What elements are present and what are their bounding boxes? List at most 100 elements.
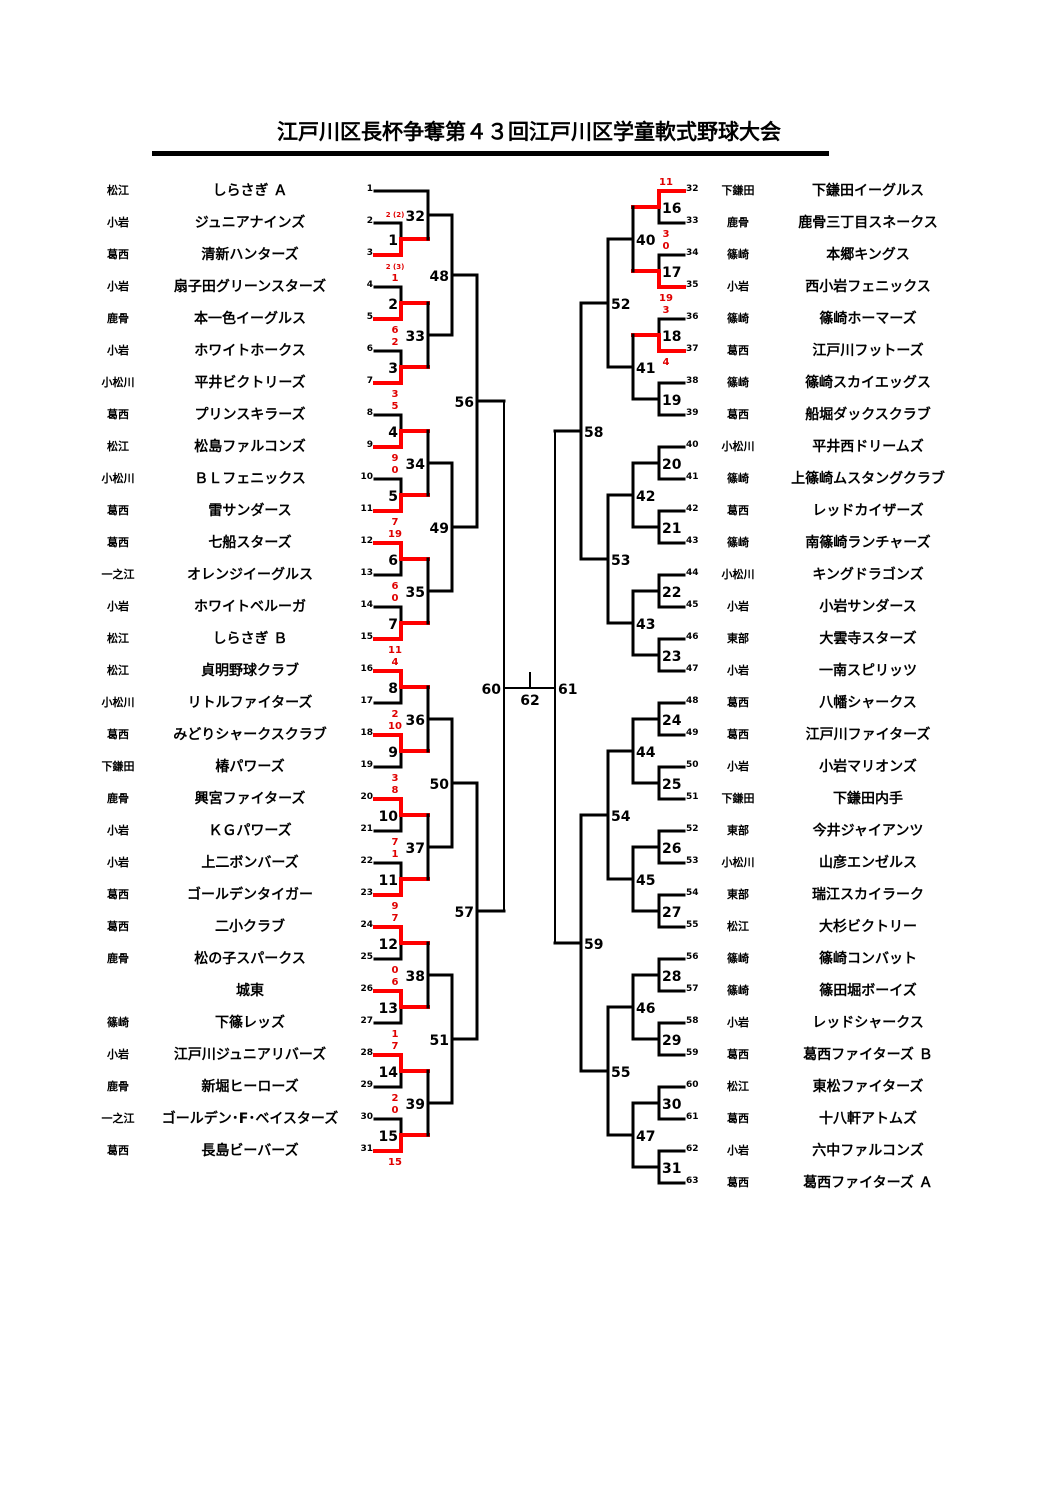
- team-name: 平井ビクトリーズ: [194, 375, 306, 391]
- team-region: 松江: [107, 632, 129, 645]
- team-name: ゴールデンタイガー: [187, 887, 313, 903]
- team-region: 下鎌田: [101, 760, 135, 773]
- team-region: 一之江: [101, 1112, 135, 1125]
- team-name: ジュニアナインズ: [194, 215, 306, 231]
- team-name: 西小岩フェニックス: [805, 279, 931, 295]
- team-seed-number: 4: [366, 280, 373, 290]
- match-number: 61: [558, 682, 577, 698]
- match-number: 15: [379, 1129, 398, 1145]
- team-region: 小岩: [107, 216, 129, 229]
- team-region: 小岩: [107, 824, 129, 837]
- team-seed-number: 32: [686, 184, 699, 194]
- team-seed-number: 56: [686, 952, 699, 962]
- score-bottom: 1: [392, 1029, 399, 1040]
- score-top: 0: [392, 465, 399, 476]
- team-name: 長島ビーバーズ: [201, 1143, 299, 1159]
- team-region: 小岩: [727, 280, 749, 293]
- score-bottom: 6: [392, 581, 399, 592]
- team-name: 扇子田グリーンスターズ: [173, 279, 327, 295]
- score-bottom: 19: [659, 293, 673, 304]
- match-number: 20: [662, 457, 682, 473]
- team-name: 下鎌田内手: [833, 791, 903, 807]
- score-top: 6: [392, 977, 399, 988]
- match-number: 10: [379, 809, 399, 825]
- match-number: 17: [662, 265, 681, 281]
- team-seed-number: 62: [686, 1144, 699, 1154]
- score-top: 8: [392, 785, 399, 796]
- match-number: 45: [636, 873, 655, 889]
- team-region: 篠崎: [727, 536, 749, 549]
- team-name: 南篠崎ランチャーズ: [805, 535, 931, 551]
- team-seed-number: 3: [366, 248, 373, 258]
- match-number: 48: [430, 269, 449, 285]
- score-top: 1: [392, 849, 399, 860]
- team-region: 葛西: [107, 1144, 129, 1157]
- team-seed-number: 40: [686, 440, 699, 450]
- team-seed-number: 38: [686, 376, 699, 386]
- team-region: 小岩: [107, 856, 129, 869]
- team-seed-number: 46: [686, 632, 699, 642]
- score-bottom: 3: [392, 773, 399, 784]
- match-number: 25: [662, 777, 681, 793]
- team-seed-number: 37: [686, 344, 699, 354]
- team-seed-number: 33: [686, 216, 699, 226]
- match-number: 2: [388, 297, 398, 313]
- match-number: 21: [662, 521, 681, 537]
- match-number: 50: [430, 777, 450, 793]
- score-bottom: 7: [392, 517, 399, 528]
- team-seed-number: 34: [686, 248, 699, 258]
- match-number: 18: [662, 329, 681, 345]
- score-bottom: 2: [392, 709, 399, 720]
- team-seed-number: 8: [366, 408, 373, 418]
- team-seed-number: 58: [686, 1016, 699, 1026]
- final-match-number: 62: [520, 693, 539, 709]
- team-name: 大雲寺スターズ: [819, 631, 917, 647]
- score-bottom: 3: [663, 229, 670, 240]
- page-title: 江戸川区長杯争奪第４３回江戸川区学童軟式野球大会: [277, 120, 781, 144]
- team-seed-number: 63: [686, 1176, 699, 1186]
- match-number: 54: [611, 809, 631, 825]
- team-seed-number: 50: [686, 760, 699, 770]
- team-region: 下鎌田: [721, 792, 755, 805]
- team-name: 瑞江スカイラーク: [812, 887, 924, 903]
- team-name: 松島ファルコンズ: [194, 439, 306, 455]
- team-name: 篠崎スカイエッグス: [805, 375, 931, 391]
- team-region: 篠崎: [107, 1016, 129, 1029]
- score-top: 19: [388, 529, 402, 540]
- team-name: 貞明野球クラブ: [201, 663, 299, 679]
- team-region: 葛西: [727, 696, 749, 709]
- team-name: 葛西ファイターズ Ｂ: [803, 1047, 933, 1063]
- team-name: 鹿骨三丁目スネークス: [798, 215, 938, 231]
- team-seed-number: 6: [366, 344, 373, 354]
- match-number: 29: [662, 1033, 681, 1049]
- team-region: 葛西: [727, 1176, 749, 1189]
- team-region: 葛西: [727, 344, 749, 357]
- team-region: 鹿骨: [107, 952, 129, 965]
- team-region: 葛西: [107, 728, 129, 741]
- team-name: 一南スピリッツ: [819, 663, 917, 679]
- match-number: 12: [379, 937, 398, 953]
- match-number: 5: [388, 489, 398, 505]
- match-number: 41: [636, 361, 655, 377]
- team-region: 篠崎: [727, 312, 749, 325]
- team-region: 小岩: [727, 1016, 749, 1029]
- team-region: 小岩: [727, 760, 749, 773]
- score-top: 2: [392, 337, 399, 348]
- team-seed-number: 5: [366, 312, 373, 322]
- team-seed-number: 41: [686, 472, 699, 482]
- team-seed-number: 42: [686, 504, 699, 514]
- score-bottom: 2: [392, 1093, 399, 1104]
- team-seed-number: 54: [686, 888, 699, 898]
- team-region: 葛西: [727, 408, 749, 421]
- team-region: 葛西: [107, 536, 129, 549]
- team-region: 小岩: [107, 1048, 129, 1061]
- team-name: 城東: [236, 983, 264, 999]
- team-name: 江戸川ファイターズ: [805, 727, 931, 743]
- team-region: 小松川: [721, 440, 755, 453]
- team-seed-number: 59: [686, 1048, 699, 1058]
- team-name: 二小クラブ: [215, 919, 285, 935]
- match-number: 44: [636, 745, 656, 761]
- team-region: 篠崎: [727, 952, 749, 965]
- score-bottom: 9: [392, 453, 399, 464]
